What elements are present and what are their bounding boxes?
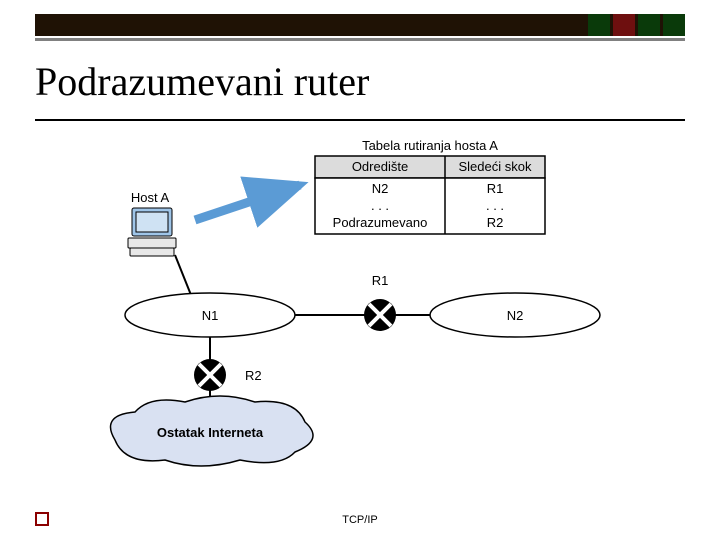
table-cell: . . .: [371, 198, 389, 213]
host-a: Host A: [128, 190, 176, 256]
router-r1-label: R1: [372, 273, 389, 288]
footer-text: TCP/IP: [0, 514, 720, 526]
router-r2: R2: [194, 359, 262, 391]
network-n2: N2: [430, 293, 600, 337]
routing-table: Tabela rutiranja hosta A Odredište Slede…: [315, 140, 545, 234]
table-cell: N2: [372, 181, 389, 196]
top-decor: [35, 14, 685, 41]
decor-square: [613, 14, 635, 36]
table-caption: Tabela rutiranja hosta A: [362, 140, 498, 153]
table-header-dest: Odredište: [352, 159, 408, 174]
table-cell: R2: [487, 215, 504, 230]
rest-of-internet-label: Ostatak Interneta: [157, 425, 264, 440]
table-cell: R1: [487, 181, 504, 196]
rest-of-internet: Ostatak Interneta: [111, 396, 314, 466]
router-r1: R1: [364, 273, 396, 331]
network-diagram: Tabela rutiranja hosta A Odredište Slede…: [60, 140, 660, 480]
table-header-next: Sledeći skok: [459, 159, 532, 174]
decor-square: [663, 14, 685, 36]
network-n1: N1: [125, 293, 295, 337]
table-cell: Podrazumevano: [333, 215, 428, 230]
host-a-label: Host A: [131, 190, 170, 205]
decor-square: [638, 14, 660, 36]
decor-square: [588, 14, 610, 36]
slide-title: Podrazumevani ruter: [35, 58, 685, 121]
decor-line: [35, 38, 685, 41]
network-n1-label: N1: [202, 308, 219, 323]
network-n2-label: N2: [507, 308, 524, 323]
table-cell: . . .: [486, 198, 504, 213]
arrow-to-table: [195, 185, 300, 220]
decor-squares: [585, 14, 685, 36]
router-r2-label: R2: [245, 368, 262, 383]
